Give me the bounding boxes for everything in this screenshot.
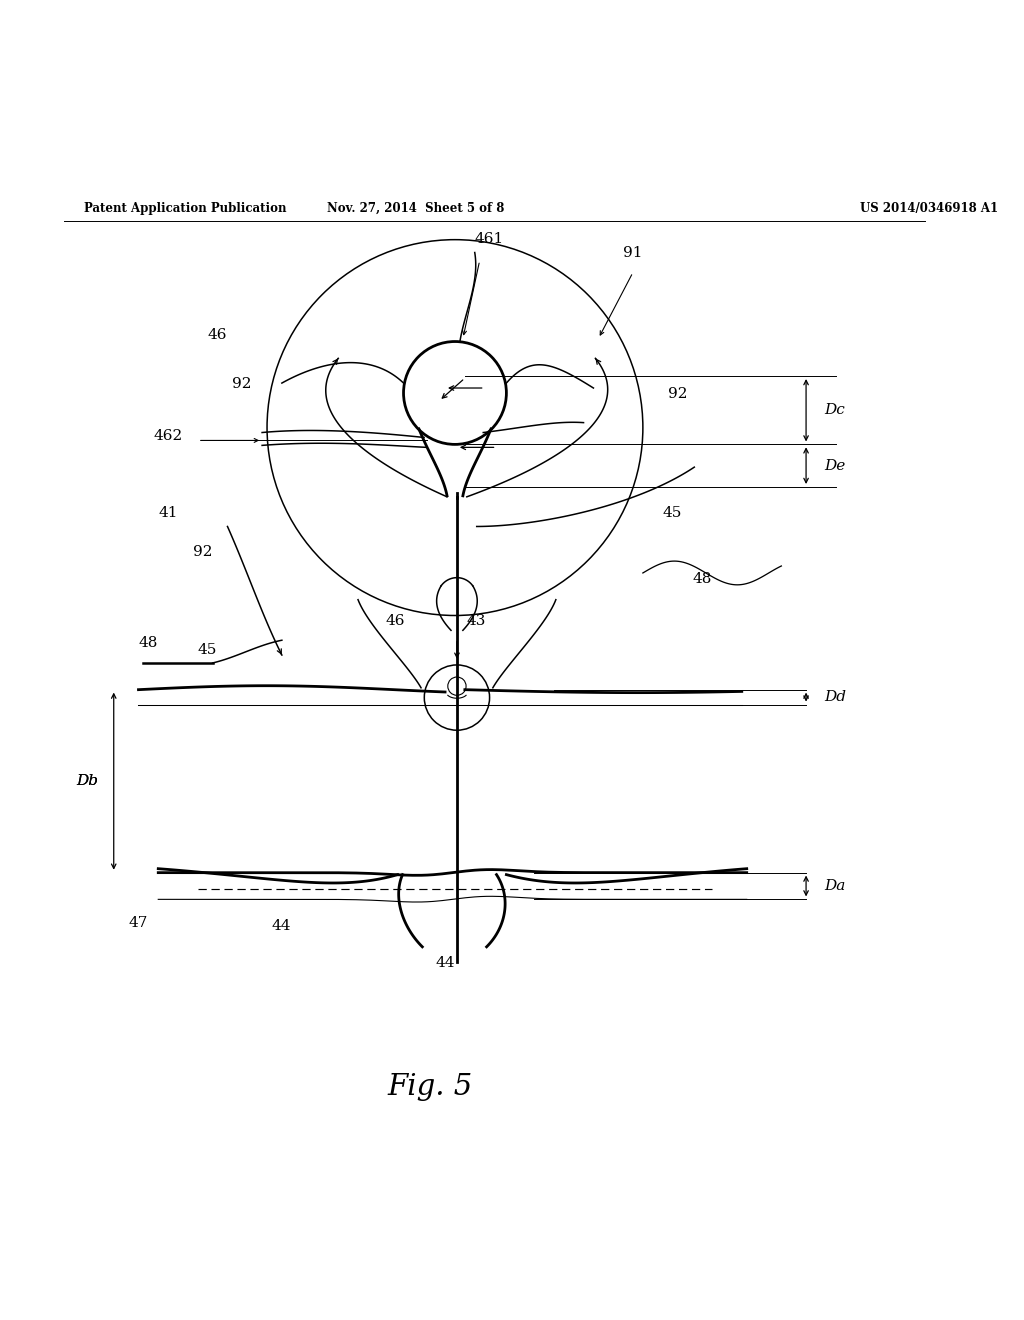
Text: 41: 41 — [159, 506, 178, 520]
Text: 461: 461 — [475, 231, 504, 246]
Text: 46: 46 — [386, 614, 406, 628]
Text: 44: 44 — [435, 956, 455, 970]
Text: 47: 47 — [129, 916, 147, 931]
Text: 91: 91 — [623, 247, 643, 260]
Text: 92: 92 — [232, 378, 252, 391]
Text: 45: 45 — [198, 643, 217, 657]
Text: 45: 45 — [663, 506, 682, 520]
Text: 44: 44 — [272, 919, 292, 933]
Text: Da: Da — [824, 879, 845, 894]
Text: Dd: Dd — [824, 690, 846, 704]
Text: Fig. 5: Fig. 5 — [388, 1073, 473, 1101]
Text: Dc: Dc — [824, 404, 845, 417]
Text: Patent Application Publication: Patent Application Publication — [84, 202, 287, 215]
Text: Db: Db — [76, 774, 98, 788]
Text: 43: 43 — [467, 614, 486, 628]
Text: 46: 46 — [208, 327, 227, 342]
Text: Nov. 27, 2014  Sheet 5 of 8: Nov. 27, 2014 Sheet 5 of 8 — [327, 202, 504, 215]
Text: 48: 48 — [692, 572, 712, 586]
Text: Db: Db — [76, 774, 98, 788]
Text: 92: 92 — [668, 387, 687, 401]
Text: 462: 462 — [154, 429, 182, 444]
Text: 48: 48 — [138, 636, 158, 651]
Text: De: De — [824, 458, 845, 473]
Text: 92: 92 — [193, 545, 212, 560]
Text: US 2014/0346918 A1: US 2014/0346918 A1 — [860, 202, 998, 215]
